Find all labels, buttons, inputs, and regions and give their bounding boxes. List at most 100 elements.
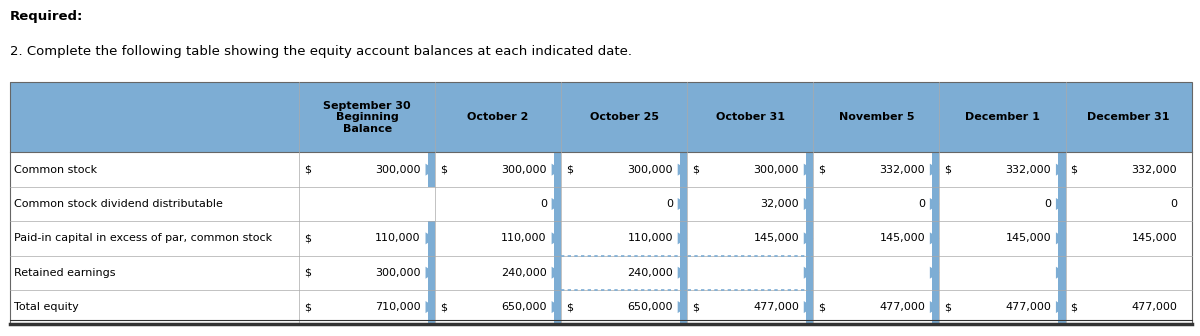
Bar <box>10 82 1192 324</box>
Bar <box>806 256 814 290</box>
Polygon shape <box>804 267 814 279</box>
Bar <box>932 256 940 290</box>
Text: Common stock: Common stock <box>14 165 97 175</box>
Text: $: $ <box>818 302 826 312</box>
Text: 477,000: 477,000 <box>880 302 925 312</box>
Polygon shape <box>678 198 688 210</box>
Bar <box>1058 187 1066 221</box>
Polygon shape <box>930 164 940 176</box>
Polygon shape <box>804 301 814 313</box>
Text: December 31: December 31 <box>1087 113 1170 122</box>
Bar <box>10 82 299 153</box>
Bar <box>10 221 299 256</box>
Text: 300,000: 300,000 <box>376 165 421 175</box>
Bar <box>680 153 688 187</box>
Text: 477,000: 477,000 <box>754 302 799 312</box>
Text: Common stock dividend distributable: Common stock dividend distributable <box>14 199 223 209</box>
Bar <box>428 256 436 290</box>
Bar <box>428 221 436 256</box>
Bar <box>806 187 814 221</box>
Text: $: $ <box>818 165 826 175</box>
Text: 300,000: 300,000 <box>628 165 673 175</box>
Text: 110,000: 110,000 <box>628 234 673 243</box>
Bar <box>1058 221 1066 256</box>
Text: 650,000: 650,000 <box>628 302 673 312</box>
Bar <box>1058 256 1066 290</box>
Bar <box>554 187 562 221</box>
Text: 145,000: 145,000 <box>880 234 925 243</box>
Text: 300,000: 300,000 <box>754 165 799 175</box>
Text: $: $ <box>944 302 952 312</box>
Bar <box>940 221 1066 256</box>
Bar <box>932 290 940 324</box>
Text: October 25: October 25 <box>589 113 659 122</box>
Bar <box>940 153 1066 187</box>
Bar <box>814 290 940 324</box>
Text: September 30
Beginning
Balance: September 30 Beginning Balance <box>323 101 410 134</box>
Text: $: $ <box>566 302 574 312</box>
Text: 240,000: 240,000 <box>502 268 547 278</box>
Text: 300,000: 300,000 <box>502 165 547 175</box>
Bar <box>932 221 940 256</box>
Text: $: $ <box>440 165 446 175</box>
Polygon shape <box>678 267 688 279</box>
Bar <box>299 256 436 290</box>
Bar <box>940 82 1066 153</box>
Text: December 1: December 1 <box>965 113 1040 122</box>
Text: October 2: October 2 <box>468 113 529 122</box>
Bar <box>806 153 814 187</box>
Polygon shape <box>1056 233 1066 244</box>
Bar <box>680 256 688 290</box>
Bar <box>299 290 436 324</box>
Bar <box>428 153 436 187</box>
Text: 0: 0 <box>918 199 925 209</box>
Bar <box>688 290 814 324</box>
Bar <box>1066 221 1192 256</box>
Text: 332,000: 332,000 <box>880 165 925 175</box>
Bar <box>299 153 436 187</box>
Bar <box>554 153 562 187</box>
Text: 332,000: 332,000 <box>1132 165 1177 175</box>
Polygon shape <box>804 164 814 176</box>
Text: November 5: November 5 <box>839 113 914 122</box>
Text: October 31: October 31 <box>716 113 785 122</box>
Bar <box>10 256 299 290</box>
Polygon shape <box>1056 164 1066 176</box>
Bar <box>940 256 1066 290</box>
Text: $: $ <box>440 302 446 312</box>
Bar <box>562 187 688 221</box>
Bar <box>688 82 814 153</box>
Polygon shape <box>930 198 940 210</box>
Bar <box>562 290 688 324</box>
Text: Retained earnings: Retained earnings <box>14 268 116 278</box>
Bar <box>1066 187 1192 221</box>
Polygon shape <box>426 233 436 244</box>
Bar <box>814 221 940 256</box>
Text: 477,000: 477,000 <box>1132 302 1177 312</box>
Text: $: $ <box>692 302 700 312</box>
Bar <box>932 187 940 221</box>
Text: $: $ <box>1070 302 1078 312</box>
Polygon shape <box>552 164 562 176</box>
Polygon shape <box>426 301 436 313</box>
Bar <box>806 290 814 324</box>
Bar <box>1066 256 1192 290</box>
Polygon shape <box>930 267 940 279</box>
Text: 145,000: 145,000 <box>754 234 799 243</box>
Bar <box>436 82 562 153</box>
Polygon shape <box>1056 301 1066 313</box>
Text: Paid-in capital in excess of par, common stock: Paid-in capital in excess of par, common… <box>14 234 272 243</box>
Bar <box>436 153 562 187</box>
Polygon shape <box>1056 198 1066 210</box>
Bar <box>1058 290 1066 324</box>
Text: $: $ <box>1070 165 1078 175</box>
Bar <box>814 256 940 290</box>
Bar <box>436 290 562 324</box>
Text: 145,000: 145,000 <box>1006 234 1051 243</box>
Text: 110,000: 110,000 <box>502 234 547 243</box>
Text: 650,000: 650,000 <box>502 302 547 312</box>
Bar <box>1066 290 1192 324</box>
Bar <box>554 256 562 290</box>
Text: 710,000: 710,000 <box>376 302 421 312</box>
Bar <box>814 82 940 153</box>
